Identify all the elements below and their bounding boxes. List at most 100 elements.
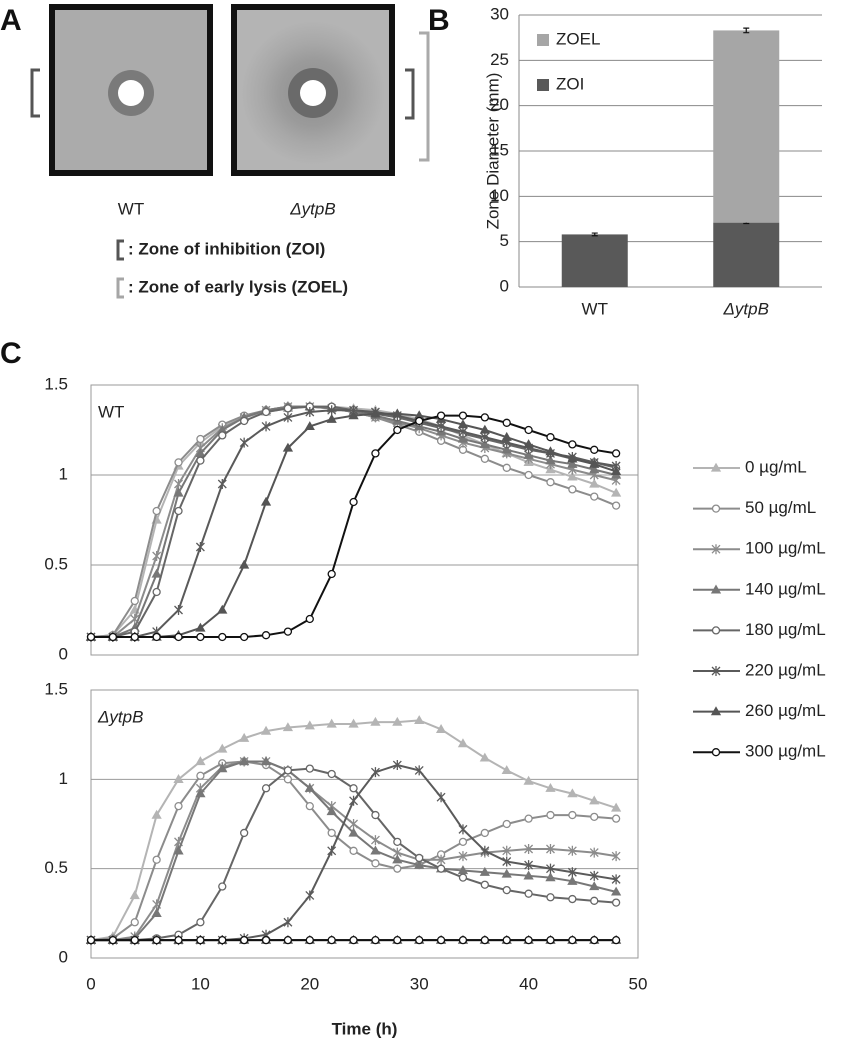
data-point bbox=[480, 880, 489, 889]
zone-legend: : Zone of inhibition (ZOI): Zone of earl… bbox=[116, 239, 348, 299]
legend-label: : Zone of inhibition (ZOI) bbox=[128, 239, 325, 258]
data-point bbox=[589, 795, 600, 805]
data-point bbox=[546, 478, 555, 487]
data-point bbox=[610, 466, 622, 476]
data-point bbox=[710, 584, 722, 594]
data-point bbox=[196, 771, 205, 780]
data-point bbox=[611, 898, 621, 907]
data-point bbox=[435, 723, 447, 733]
data-point bbox=[349, 819, 359, 829]
data-point bbox=[218, 632, 227, 642]
data-point bbox=[174, 605, 183, 615]
data-point bbox=[240, 632, 249, 642]
data-point bbox=[195, 788, 206, 798]
y-tick-label: 25 bbox=[490, 50, 509, 69]
bracket-zoi bbox=[405, 68, 415, 120]
y-tick-label: 1.5 bbox=[44, 679, 68, 698]
data-point bbox=[436, 864, 446, 873]
data-point bbox=[589, 458, 600, 468]
data-point bbox=[480, 432, 490, 443]
data-point bbox=[195, 756, 206, 766]
y-tick-label: 0 bbox=[59, 947, 68, 966]
legend-swatch bbox=[537, 34, 549, 46]
data-point bbox=[304, 720, 315, 730]
data-point bbox=[239, 559, 250, 569]
data-point bbox=[524, 425, 533, 435]
data-point bbox=[260, 496, 272, 506]
data-point bbox=[546, 844, 555, 855]
data-point bbox=[173, 845, 184, 855]
data-point bbox=[568, 894, 577, 904]
data-point bbox=[349, 795, 359, 806]
data-point bbox=[415, 416, 424, 426]
data-point bbox=[546, 433, 555, 442]
y-tick-label: 1 bbox=[59, 769, 68, 788]
data-point bbox=[174, 632, 183, 642]
data-point bbox=[545, 446, 556, 456]
data-point bbox=[348, 827, 359, 837]
data-point bbox=[458, 824, 468, 835]
data-point bbox=[414, 859, 425, 869]
data-point bbox=[567, 845, 577, 856]
data-point bbox=[327, 845, 337, 856]
data-point bbox=[174, 506, 183, 516]
data-point bbox=[711, 544, 721, 555]
data-point bbox=[86, 632, 96, 642]
panel-letter: A bbox=[0, 4, 22, 37]
data-point bbox=[546, 935, 555, 945]
data-point bbox=[523, 449, 534, 459]
data-point bbox=[152, 855, 161, 864]
data-point bbox=[611, 814, 621, 823]
data-point bbox=[370, 767, 380, 778]
data-point bbox=[370, 845, 381, 855]
data-point bbox=[282, 442, 294, 452]
data-point bbox=[151, 908, 162, 917]
x-tick-label: WT bbox=[582, 299, 608, 318]
data-point bbox=[327, 405, 337, 416]
panel-label: WT bbox=[98, 402, 124, 421]
y-tick-label: 0 bbox=[500, 276, 509, 295]
data-point bbox=[479, 752, 490, 762]
data-point bbox=[457, 738, 469, 748]
data-point bbox=[568, 485, 577, 494]
data-point bbox=[371, 449, 380, 458]
legend-label: 100 µg/mL bbox=[745, 539, 826, 558]
legend-label: 0 µg/mL bbox=[745, 457, 807, 476]
data-point bbox=[611, 501, 621, 510]
data-point bbox=[305, 890, 315, 901]
data-point bbox=[590, 445, 599, 454]
data-point bbox=[546, 810, 555, 820]
bracket-zoi bbox=[30, 68, 40, 118]
data-point bbox=[393, 837, 402, 847]
data-point bbox=[589, 464, 600, 474]
data-point bbox=[567, 458, 578, 468]
data-point bbox=[196, 456, 205, 465]
x-tick-label: 0 bbox=[86, 974, 95, 993]
y-axis-title: Zone Diameter (mm) bbox=[483, 73, 502, 230]
error-bar bbox=[591, 232, 598, 237]
data-point bbox=[524, 470, 533, 480]
data-point bbox=[152, 551, 162, 561]
bar-segment bbox=[561, 234, 628, 287]
data-point bbox=[283, 412, 293, 423]
data-point bbox=[152, 506, 161, 516]
data-point bbox=[610, 886, 622, 896]
y-tick-label: 5 bbox=[500, 231, 509, 250]
data-point bbox=[501, 444, 512, 454]
data-point bbox=[283, 935, 293, 945]
data-point bbox=[371, 810, 380, 820]
data-point bbox=[524, 935, 533, 945]
data-point bbox=[217, 743, 228, 753]
legend-bracket bbox=[116, 277, 124, 299]
data-point bbox=[196, 918, 205, 927]
data-point bbox=[393, 864, 402, 873]
data-point bbox=[436, 935, 446, 945]
data-point bbox=[260, 725, 272, 735]
legend-label: 260 µg/mL bbox=[745, 701, 826, 720]
data-point bbox=[370, 835, 380, 846]
data-point bbox=[590, 492, 599, 501]
data-point bbox=[611, 851, 621, 862]
legend-label: 180 µg/mL bbox=[745, 620, 826, 639]
data-point bbox=[370, 716, 381, 726]
data-point bbox=[392, 854, 403, 864]
